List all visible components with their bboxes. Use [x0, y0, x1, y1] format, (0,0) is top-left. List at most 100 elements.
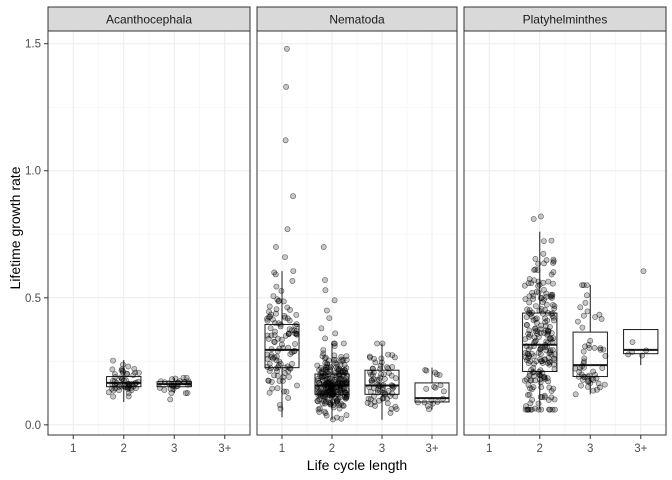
- data-point: [316, 405, 323, 412]
- data-point: [426, 406, 432, 413]
- data-point: [167, 385, 174, 392]
- data-point: [528, 280, 535, 286]
- data-point: [275, 362, 282, 369]
- data-point: [526, 327, 533, 334]
- data-point: [109, 366, 116, 373]
- data-point: [534, 267, 541, 273]
- data-point: [321, 389, 328, 395]
- data-point: [322, 360, 329, 366]
- data-point: [591, 344, 598, 351]
- panel-border: [256, 30, 458, 436]
- data-point: [276, 402, 283, 408]
- data-point: [280, 374, 287, 381]
- data-point: [280, 298, 287, 305]
- data-point: [538, 384, 545, 391]
- data-point: [533, 337, 539, 344]
- data-point: [291, 327, 298, 334]
- data-point: [536, 307, 543, 314]
- data-point: [578, 382, 584, 389]
- data-point: [543, 338, 550, 345]
- data-point: [319, 353, 326, 360]
- outlier-point: [332, 330, 339, 337]
- data-point: [290, 268, 297, 274]
- data-point: [385, 387, 392, 394]
- data-point: [533, 315, 540, 322]
- data-point: [124, 370, 130, 377]
- data-point: [112, 374, 119, 380]
- points-nematoda: [264, 45, 447, 423]
- data-point: [572, 391, 579, 398]
- panel-acanthocephala: Acanthocephala 1 2 3 3+: [47, 6, 251, 455]
- data-point: [273, 283, 280, 290]
- data-point: [340, 402, 347, 409]
- data-point: [523, 322, 530, 328]
- data-point: [316, 367, 322, 373]
- data-point: [185, 381, 191, 388]
- data-point: [580, 282, 587, 288]
- data-point: [125, 384, 132, 391]
- data-point: [584, 292, 590, 299]
- data-point: [595, 380, 602, 387]
- x-tick-label: 3: [171, 443, 177, 455]
- data-point: [437, 382, 444, 389]
- data-point: [267, 325, 274, 332]
- data-point: [581, 355, 588, 362]
- data-point: [278, 341, 285, 348]
- data-point: [581, 364, 587, 371]
- data-point: [601, 381, 608, 388]
- data-point: [530, 353, 537, 360]
- data-point: [545, 278, 552, 285]
- data-point: [546, 361, 553, 368]
- data-point: [525, 406, 532, 413]
- y-tick-label: 0.0: [25, 420, 41, 432]
- data-point: [596, 311, 603, 318]
- data-point: [575, 318, 581, 325]
- data-point: [375, 397, 382, 404]
- data-point: [381, 376, 388, 382]
- data-point: [278, 287, 285, 294]
- data-point: [526, 299, 533, 306]
- panel-strip-label: Platyhelminthes: [523, 13, 608, 27]
- data-point: [268, 378, 275, 385]
- x-tick-label: 2: [329, 443, 335, 455]
- data-point: [293, 330, 299, 337]
- x-tick-label: 2: [537, 443, 543, 455]
- data-point: [544, 317, 551, 324]
- data-point: [547, 349, 553, 355]
- data-point: [333, 414, 340, 421]
- data-point: [525, 382, 532, 388]
- x-tick-label: 1: [70, 443, 76, 455]
- data-point: [600, 346, 607, 353]
- data-point: [542, 341, 549, 348]
- data-point: [342, 380, 349, 387]
- data-point: [548, 237, 555, 244]
- data-point: [599, 365, 606, 371]
- data-point: [434, 398, 441, 405]
- data-point: [110, 357, 116, 364]
- data-point: [526, 372, 533, 379]
- data-point: [541, 260, 547, 267]
- data-point: [532, 255, 539, 262]
- data-point: [384, 364, 390, 370]
- data-point: [283, 388, 290, 395]
- data-point: [110, 393, 116, 400]
- data-point: [289, 277, 296, 284]
- panel-strip: [463, 6, 667, 32]
- points-platyhelminthes: [521, 213, 649, 413]
- y-tick-label: 1.0: [25, 166, 41, 178]
- data-point: [317, 385, 324, 392]
- data-point: [292, 322, 299, 329]
- data-point: [421, 399, 428, 406]
- data-point: [264, 315, 270, 322]
- data-point: [538, 322, 544, 329]
- data-point: [541, 286, 547, 293]
- data-point: [332, 376, 338, 383]
- data-point: [625, 351, 632, 358]
- data-point: [180, 374, 187, 381]
- data-point: [542, 344, 549, 350]
- data-point: [270, 293, 277, 299]
- data-point: [277, 323, 284, 330]
- data-point: [268, 351, 275, 358]
- outlier-point: [290, 193, 296, 200]
- data-point: [392, 375, 399, 382]
